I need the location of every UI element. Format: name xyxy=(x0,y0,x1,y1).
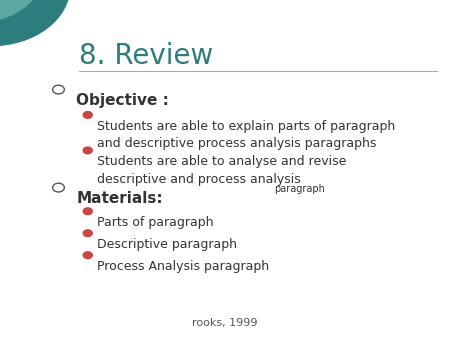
Text: rooks, 1999: rooks, 1999 xyxy=(192,318,258,328)
Circle shape xyxy=(0,0,43,22)
Circle shape xyxy=(83,230,92,237)
Text: Materials:: Materials: xyxy=(76,191,163,206)
Text: 8. Review: 8. Review xyxy=(79,42,213,70)
Circle shape xyxy=(83,112,92,118)
Circle shape xyxy=(83,208,92,215)
Circle shape xyxy=(83,147,92,154)
Text: Process Analysis paragraph: Process Analysis paragraph xyxy=(97,260,269,273)
Text: paragraph: paragraph xyxy=(274,184,325,194)
Text: Students are able to explain parts of paragraph
and descriptive process analysis: Students are able to explain parts of pa… xyxy=(97,120,395,150)
Text: Descriptive paragraph: Descriptive paragraph xyxy=(97,238,237,251)
Circle shape xyxy=(83,252,92,259)
Text: Students are able to analyse and revise
descriptive and process analysis: Students are able to analyse and revise … xyxy=(97,155,346,186)
Text: Objective :: Objective : xyxy=(76,93,169,108)
Circle shape xyxy=(0,0,70,46)
Text: Parts of paragraph: Parts of paragraph xyxy=(97,216,213,229)
